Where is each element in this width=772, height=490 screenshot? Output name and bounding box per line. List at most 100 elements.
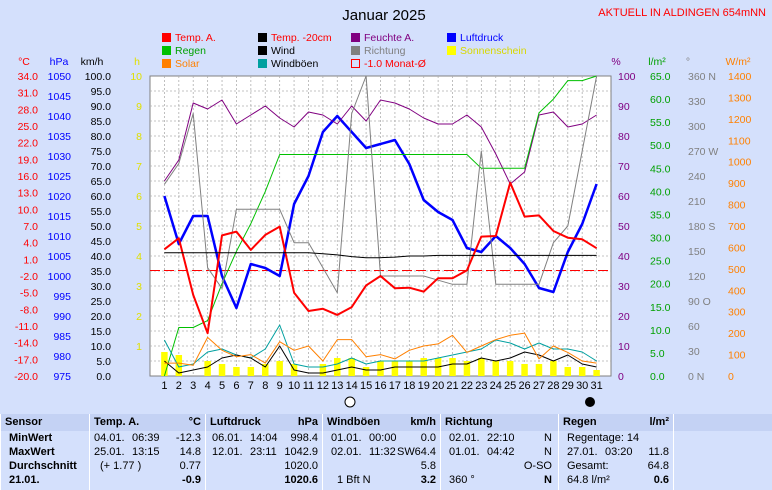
wind-axis-tick: 30.0	[91, 281, 112, 293]
wind-axis-tick: 90.0	[91, 101, 112, 113]
humidity-axis-tick: 30	[618, 281, 630, 293]
gusts-max-date: 02.01.	[331, 446, 362, 458]
unit-labels: °C hPa km/h h % l/m² ° W/m²	[18, 56, 751, 68]
x-tick-label: 31	[590, 380, 602, 392]
moon-full-icon	[585, 397, 595, 407]
pressure-axis-tick: 1005	[48, 251, 72, 263]
svg-text:Richtung: Richtung	[364, 45, 406, 57]
gusts-day-value: 3.2	[420, 474, 436, 486]
sun-axis-tick: 6	[136, 191, 142, 203]
solar-axis-tick: 200	[728, 328, 746, 340]
x-tick-label: 25	[504, 380, 516, 392]
sunshine-bar	[564, 367, 572, 376]
wind-axis-tick: 80.0	[91, 131, 112, 143]
x-tick-label: 12	[317, 380, 329, 392]
pressure-min-date: 06.01.	[212, 432, 243, 444]
pressure-axis-tick: 1010	[48, 231, 72, 243]
x-tick-label: 13	[331, 380, 343, 392]
pressure-axis-tick: 1045	[48, 91, 72, 103]
humidity-axis-tick: 80	[618, 131, 630, 143]
x-tick-label: 8	[262, 380, 268, 392]
svg-text:Windböen: Windböen	[271, 58, 318, 70]
x-tick-label: 21	[446, 380, 458, 392]
sensor-avg: Durchschnitt	[9, 460, 77, 472]
gusts-unit: km/h	[410, 416, 436, 428]
humidity-axis-tick: 50	[618, 221, 630, 233]
x-tick-label: 15	[360, 380, 372, 392]
sunshine-bar	[521, 364, 528, 376]
gusts-max-value: 64.4	[414, 446, 436, 458]
gusts-min-time: 00:00	[369, 432, 397, 444]
rain-max-time: 03:20	[605, 446, 633, 458]
x-tick-label: 19	[418, 380, 430, 392]
svg-text:Temp. -20cm: Temp. -20cm	[271, 32, 332, 44]
moon-phase-icons	[344, 396, 595, 408]
direction-axis-tick: 60	[688, 321, 700, 333]
legend-item-sunshine: Sonnenschein	[447, 45, 527, 57]
temp-axis-tick: 22.0	[18, 138, 39, 150]
solar-axis-tick: 600	[728, 242, 746, 254]
wind-axis: 100.0 95.0 90.0 85.0 80.0 75.0 70.0 65.0 60.0 55.…	[85, 71, 111, 383]
rain-axis-tick: 60.0	[650, 94, 671, 106]
pressure-day-value: 1020.6	[284, 474, 318, 486]
solar-axis-tick: 800	[728, 200, 746, 212]
gusts-max-time: 11:32	[369, 446, 396, 458]
rain-axis-tick: 35.0	[650, 209, 671, 221]
direction-avg-value: O-SO	[523, 460, 552, 472]
direction-max-value: N	[544, 446, 552, 458]
rain-axis-tick: 45.0	[650, 163, 671, 175]
wind-axis-tick: 60.0	[91, 191, 112, 203]
sunshine-bar	[175, 355, 183, 376]
humidity-axis-tick: 100	[618, 71, 636, 83]
pressure-axis-tick: 995	[53, 291, 71, 303]
sunshine-bar	[391, 361, 399, 376]
temp-axis-tick: 16.0	[18, 171, 39, 183]
axes: 34.031.028.025.022.019.016.013.010.07.04…	[14, 71, 751, 383]
pressure-axis-tick: 1040	[48, 111, 72, 123]
sun-axis-tick: 2	[136, 311, 142, 323]
sunshine-bar	[463, 361, 471, 376]
sunshine-bar	[593, 370, 600, 376]
legend-item-direction: Richtung	[351, 45, 406, 57]
temp-axis-tick: 13.0	[18, 188, 39, 200]
legend-item-gusts: Windböen	[258, 58, 318, 70]
direction-axis-tick: 120	[688, 271, 706, 283]
x-tick-label: 16	[374, 380, 386, 392]
table-sensor: Sensor MinWert MaxWert Durchschnitt 21.0…	[0, 414, 89, 490]
wind-axis-tick: 25.0	[91, 296, 112, 308]
wind-axis-tick: 75.0	[91, 146, 112, 158]
gusts-header: Windböen	[327, 416, 381, 428]
rain-axis-tick: 50.0	[650, 140, 671, 152]
sunshine-bar	[161, 352, 168, 376]
pressure-max-date: 12.01.	[212, 446, 243, 458]
x-tick-label: 9	[277, 380, 283, 392]
temp-axis-tick: 7.0	[23, 221, 38, 233]
direction-axis-tick: 330	[688, 96, 706, 108]
solar-axis-tick: 500	[728, 264, 746, 276]
pressure-max-value: 1042.9	[284, 446, 318, 458]
wind-axis-tick: 100.0	[85, 71, 111, 83]
sunshine-bar	[233, 367, 240, 376]
wind-axis-tick: 0.0	[96, 371, 111, 383]
pressure-axis-tick: 990	[53, 311, 71, 323]
unit-hpa: hPa	[50, 56, 69, 68]
sensor-max: MaxWert	[9, 446, 55, 458]
rain-axis-tick: 15.0	[650, 302, 671, 314]
svg-text:Feuchte A.: Feuchte A.	[364, 32, 414, 44]
temp-min-time: 06:39	[132, 432, 160, 444]
moon-new-icon	[344, 396, 356, 408]
gusts-day-beaufort: 1 Bft N	[337, 474, 371, 486]
wind-axis-tick: 15.0	[91, 326, 112, 338]
rain-days: Regentage: 14	[567, 432, 640, 444]
rain-total-value: 64.8	[647, 460, 669, 472]
x-axis-ticks: 1 2 3 4 5 6 7 8 9 10 11 12 13 14 15 16 17 18 19 20 21 22 23 24 2…	[161, 380, 602, 392]
rain-axis-tick: 10.0	[650, 325, 671, 337]
rain-axis-tick: 20.0	[650, 279, 671, 291]
direction-min-value: N	[544, 432, 552, 444]
pressure-axis-tick: 1025	[48, 171, 72, 183]
humidity-axis-tick: 90	[618, 101, 630, 113]
unit-temp: °C	[18, 56, 30, 68]
x-tick-label: 5	[219, 380, 225, 392]
temp-axis-tick: 28.0	[18, 104, 39, 116]
direction-axis-tick: 150	[688, 246, 706, 258]
